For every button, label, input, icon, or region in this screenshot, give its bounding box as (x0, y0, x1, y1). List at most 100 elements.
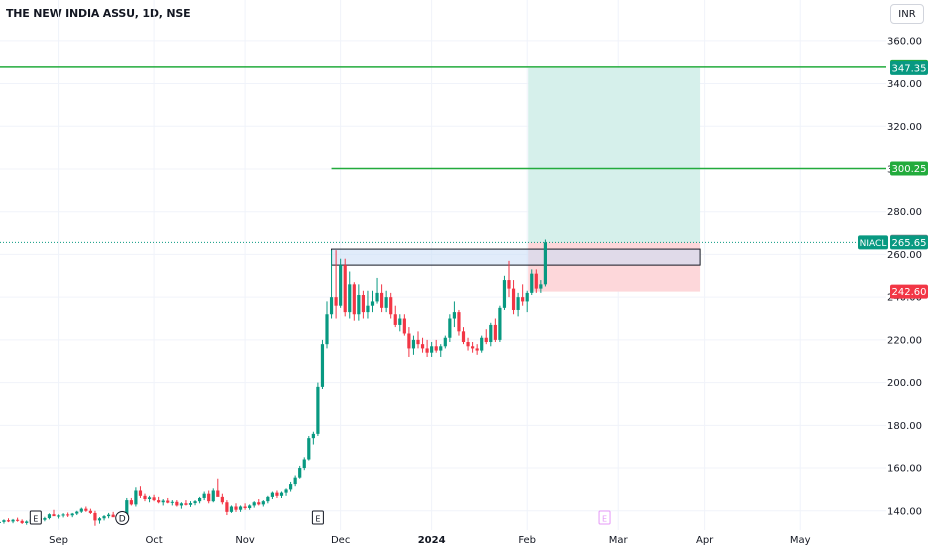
candle-body (498, 307, 502, 340)
y-tick-label: 280.00 (887, 207, 922, 218)
candle-body (75, 511, 79, 514)
candle-body (457, 312, 461, 332)
candle-body (43, 518, 47, 520)
candle-body (266, 496, 270, 502)
candle-body (147, 497, 152, 500)
candle-body (252, 502, 256, 506)
candle-body (0, 521, 1, 523)
candle-body (275, 492, 279, 496)
y-tick-label: 160.00 (887, 464, 922, 475)
candle-body (525, 292, 529, 302)
x-tick-label: 2024 (418, 535, 446, 546)
y-tick-label: 360.00 (887, 36, 922, 47)
candle-body (107, 514, 111, 517)
y-tick-label: 200.00 (887, 378, 922, 389)
candle-body (198, 497, 202, 502)
candle-body (16, 519, 20, 521)
currency-button[interactable]: INR (890, 4, 924, 24)
candle-body (97, 518, 102, 521)
candle-body (466, 342, 470, 347)
candle-body (402, 318, 406, 334)
candle-body (70, 513, 74, 516)
candle-body (261, 501, 265, 505)
candle-body (11, 519, 15, 522)
candle-body (502, 280, 507, 308)
x-tick-label: Dec (331, 535, 350, 546)
candle-body (284, 489, 288, 493)
y-tick-label: 140.00 (887, 506, 922, 517)
candle-body (389, 297, 393, 315)
y-tick-label: 260.00 (887, 250, 922, 261)
candle-body (298, 468, 302, 478)
x-tick-label: Oct (145, 535, 162, 546)
candle-body (484, 337, 488, 343)
candle-body (47, 514, 52, 519)
chart-title: THE NEW INDIA ASSU, 1D, NSE (6, 7, 191, 20)
candle-body (84, 508, 88, 511)
price-label: 347.35 (892, 63, 927, 74)
candle-body (293, 477, 297, 485)
candle-body (380, 292, 384, 308)
candle-body (534, 273, 538, 289)
earnings-marker (29, 510, 42, 525)
candle-body (461, 331, 466, 343)
candle-body (384, 297, 388, 308)
candle-body (134, 490, 138, 505)
candle-body (56, 515, 61, 517)
candle-body (339, 265, 343, 306)
y-tick-label: 340.00 (887, 79, 922, 90)
candle-body (434, 346, 438, 351)
target-zone (528, 67, 701, 243)
candle-body (52, 514, 56, 517)
candle-body (334, 297, 338, 306)
candle-body (166, 500, 170, 503)
candle-body (161, 500, 165, 503)
x-tick-label: Sep (49, 535, 68, 546)
candle-body (66, 514, 70, 516)
candle-body (93, 512, 97, 521)
dividend-marker (115, 511, 130, 525)
y-tick-label: 320.00 (887, 122, 922, 133)
candle-body (193, 501, 197, 504)
candle-body (220, 496, 224, 503)
candle-body (543, 242, 547, 285)
candle-body (243, 506, 247, 508)
candle-body (507, 280, 511, 289)
candle-body (257, 502, 261, 505)
candle-body (352, 284, 356, 315)
candle-body (329, 297, 334, 315)
price-label-bg (890, 284, 928, 299)
candle-body (111, 514, 115, 518)
candle-body (225, 502, 229, 512)
candle-body (475, 348, 479, 351)
candle-body (393, 314, 397, 325)
earnings-marker-label: E (602, 515, 607, 524)
earnings-marker (598, 510, 611, 525)
earnings-marker-label: E (33, 515, 38, 524)
candle-body (2, 520, 6, 522)
candle-body (289, 484, 293, 490)
y-tick-label: 180.00 (887, 421, 922, 432)
symbol-tag-bg (858, 235, 888, 250)
candle-body (343, 265, 347, 313)
candle-body (6, 520, 11, 522)
candle-body (448, 318, 452, 338)
candle-body (207, 493, 211, 502)
dividend-marker-label: D (119, 515, 126, 525)
candle-body (316, 386, 320, 434)
candle-body (102, 516, 106, 519)
candle-body (411, 339, 416, 349)
candle-body (530, 273, 534, 293)
candle-body (420, 344, 425, 349)
candle-body (480, 337, 484, 351)
symbol-tag: NIACL (860, 239, 887, 249)
candle-body (175, 501, 179, 506)
candle-body (79, 508, 83, 512)
candle-body (157, 500, 161, 503)
candle-body (238, 506, 243, 510)
candle-body (211, 490, 215, 502)
price-label: 242.60 (892, 287, 927, 298)
candle-body (521, 297, 525, 302)
